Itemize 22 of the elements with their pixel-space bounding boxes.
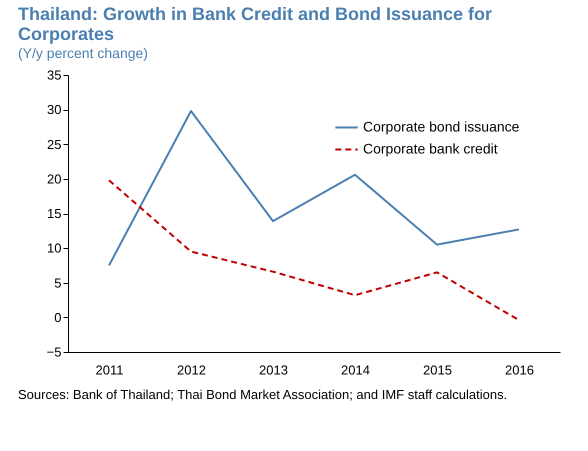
y-tick-label: 0 (54, 310, 62, 325)
legend-label: Corporate bank credit (363, 140, 498, 156)
y-tick-label: −5 (46, 344, 62, 360)
source-note: Sources: Bank of Thailand; Thai Bond Market Association; and IMF staff calculations. (18, 387, 508, 402)
legend-label: Corporate bond issuance (363, 118, 520, 134)
y-tick-label: 10 (47, 240, 62, 256)
x-tick-label: 2014 (341, 362, 370, 378)
chart-subtitle: (Y/y percent change) (18, 45, 148, 61)
x-tick-label: 2015 (423, 362, 452, 378)
y-tick-label: 5 (54, 275, 62, 290)
x-tick-label: 2013 (259, 362, 288, 378)
x-tick-label: 2011 (96, 362, 124, 378)
x-tick-label: 2016 (505, 362, 534, 378)
y-tick-label: 35 (47, 68, 62, 82)
line-series (108, 179, 520, 322)
y-tick-label: 20 (47, 171, 62, 186)
chart-title: Thailand: Growth in Bank Credit and Bond Issuance for Corporates (18, 4, 492, 44)
y-tick-label: 30 (47, 102, 62, 118)
y-tick-label: 25 (47, 136, 62, 152)
y-tick-label: 15 (47, 206, 62, 221)
line-series (108, 110, 520, 266)
x-tick-label: 2012 (177, 362, 206, 378)
